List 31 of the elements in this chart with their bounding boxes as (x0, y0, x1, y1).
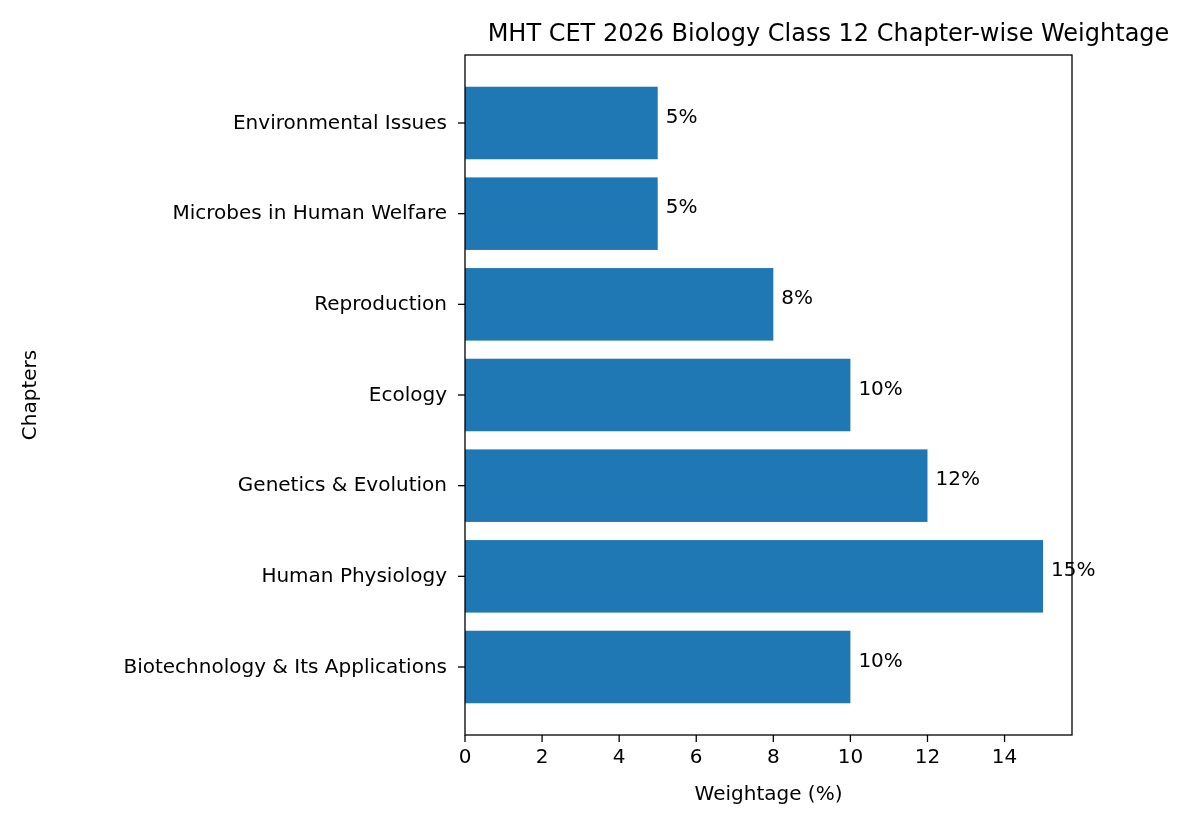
x-tick-label: 4 (612, 744, 626, 768)
bar (465, 177, 658, 250)
y-tick-label: Genetics & Evolution (237, 472, 447, 497)
x-tick-label: 10 (837, 744, 864, 768)
bar (465, 540, 1044, 613)
data-label: 8% (781, 284, 814, 309)
data-label: 10% (858, 375, 903, 400)
chart-title: MHT CET 2026 Biology Class 12 Chapter-wise Weightage (487, 19, 1170, 47)
x-tick-label: 14 (991, 744, 1018, 768)
y-tick-label: Microbes in Human Welfare (172, 200, 447, 225)
x-tick-label: 8 (766, 744, 780, 768)
bar (465, 268, 774, 341)
y-tick-label: Ecology (368, 381, 448, 406)
x-tick-label: 12 (914, 744, 941, 768)
y-axis-title: Chapters (17, 349, 41, 441)
x-tick-label: 2 (535, 744, 549, 768)
data-label: 5% (665, 103, 698, 128)
y-tick-label: Biotechnology & Its Applications (123, 653, 447, 678)
bar (465, 630, 851, 704)
y-tick-label: Human Physiology (261, 562, 448, 587)
bar (465, 86, 658, 160)
bar (465, 449, 928, 522)
data-label: 10% (858, 647, 903, 672)
x-tick-label: 6 (689, 744, 703, 768)
bar (465, 358, 851, 432)
y-tick-label: Environmental Issues (232, 109, 447, 134)
y-tick-label: Reproduction (314, 290, 447, 315)
x-tick-label: 0 (458, 744, 472, 768)
data-label: 5% (665, 194, 698, 219)
x-axis-title: Weightage (%) (694, 781, 843, 805)
data-label: 12% (935, 466, 980, 491)
